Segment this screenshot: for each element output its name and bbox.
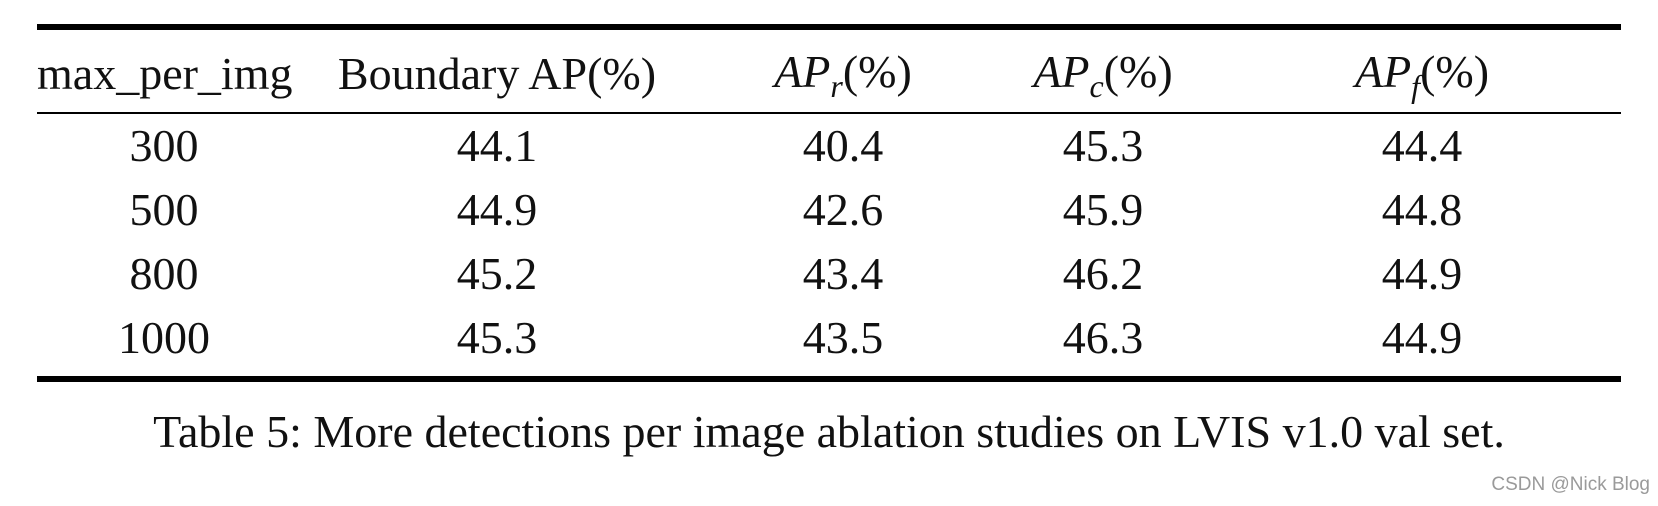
table-cell: 300 [129, 120, 199, 171]
table-cell: 44.8 [1381, 184, 1463, 235]
table-cell: 500 [129, 184, 199, 235]
table-cell: 43.5 [802, 312, 884, 363]
table-cell: 43.4 [802, 248, 884, 299]
table-cell: 45.9 [1062, 184, 1144, 235]
table-caption: Table 5: More detections per image ablat… [153, 406, 1505, 457]
table-cell: 44.9 [1381, 312, 1463, 363]
results-table-container: max_per_img Boundary AP(%) APr(%) APc(%)… [37, 24, 1621, 382]
table-cell: 40.4 [802, 120, 884, 171]
header-ap-f-sub: f [1411, 68, 1421, 104]
table-cell: 800 [129, 248, 199, 299]
header-ap-r-sub: r [830, 68, 843, 104]
table-cell: 45.2 [456, 248, 538, 299]
header-ap-r: APr(%) [703, 27, 983, 114]
ablation-table: max_per_img Boundary AP(%) APr(%) APc(%)… [37, 24, 1621, 382]
table-cell: 42.6 [802, 184, 884, 235]
table-cell: 44.4 [1381, 120, 1463, 171]
table-header-row: max_per_img Boundary AP(%) APr(%) APc(%)… [37, 27, 1621, 114]
header-ap-r-base: AP [774, 46, 831, 97]
table-cell: 44.9 [1381, 248, 1463, 299]
header-ap-c-suffix: (%) [1103, 46, 1173, 97]
table-cell: 45.3 [1062, 120, 1144, 171]
watermark: CSDN @Nick Blog [1491, 474, 1650, 495]
header-ap-r-suffix: (%) [842, 46, 912, 97]
table-row: 800 45.2 43.4 46.2 44.9 [37, 242, 1621, 306]
header-ap-c-base: AP [1033, 46, 1090, 97]
table-cell: 45.3 [456, 312, 538, 363]
header-max-per-img: max_per_img [37, 27, 293, 114]
table-cell: 46.2 [1062, 248, 1144, 299]
header-ap-f: APf(%) [1223, 27, 1621, 114]
header-ap-f-suffix: (%) [1420, 46, 1490, 97]
table-cell: 46.3 [1062, 312, 1144, 363]
table-cell: 44.1 [456, 120, 538, 171]
table-cell: 1000 [118, 312, 210, 363]
header-ap-c-sub: c [1089, 68, 1104, 104]
table-row: 300 44.1 40.4 45.3 44.4 [37, 113, 1621, 178]
table-cell: 44.9 [456, 184, 538, 235]
table-row: 1000 45.3 43.5 46.3 44.9 [37, 306, 1621, 379]
header-ap-f-base: AP [1354, 46, 1412, 97]
table-row: 500 44.9 42.6 45.9 44.8 [37, 178, 1621, 242]
header-boundary-ap: Boundary AP(%) [291, 27, 703, 114]
header-ap-c: APc(%) [983, 27, 1223, 114]
